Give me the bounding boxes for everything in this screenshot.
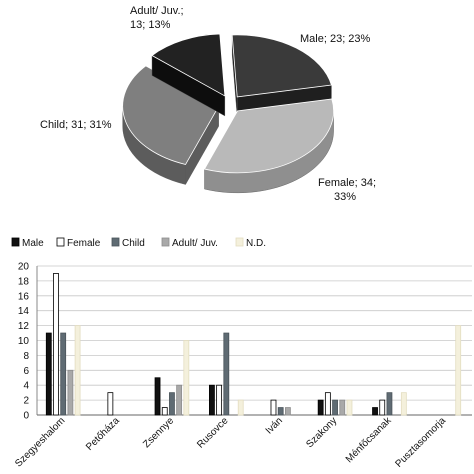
bar-group-menfocsanak — [372, 392, 407, 416]
bar-n-d — [400, 392, 407, 416]
bar-female — [216, 384, 223, 416]
bar-adult-juv — [284, 407, 291, 416]
bar-group-szegyeshalom — [45, 273, 81, 416]
bar-n-d — [455, 325, 462, 416]
bar-n-d — [183, 340, 190, 416]
y-tick-label: 2 — [23, 396, 29, 407]
pie-label-child: Child; 31; 31% — [40, 119, 112, 131]
legend-label: Female — [67, 238, 101, 249]
x-category-label: Iván — [264, 415, 285, 436]
bar-legend: Male Female Child Adult/ Juv. N.D. — [11, 237, 266, 249]
bar-chart: 0 2 4 6 8 10 12 14 16 18 20 Szegyeshalom Petőháza Zse… — [13, 262, 472, 470]
bar-group-zsennye — [154, 340, 190, 416]
legend-swatch — [161, 237, 170, 247]
bar-female — [161, 407, 168, 416]
pie-label-female: Female; 34; 33% — [318, 177, 376, 203]
legend-label: N.D. — [246, 238, 266, 249]
y-tick-label: 18 — [18, 276, 30, 287]
y-tick-label: 20 — [18, 262, 30, 273]
bar-male — [45, 332, 52, 416]
pie-label-line: Female; 34; — [318, 177, 376, 189]
pie-slice-top — [151, 33, 226, 97]
legend-label: Adult/ Juv. — [172, 238, 218, 249]
pie-chart: Male; 23; 23% Female; 34; 33% Child; 31; 31… — [40, 5, 376, 203]
legend-item-n-d: N.D. — [235, 237, 266, 249]
bar-group-szakony — [317, 392, 353, 416]
pie-label-line: Adult/ Juv.; — [130, 5, 184, 17]
bar-group-petohaza — [107, 392, 114, 416]
pie-label-male: Male; 23; 23% — [300, 33, 371, 45]
bar-female — [379, 399, 386, 416]
bar-group-rusovce — [209, 332, 244, 416]
y-tick-label: 6 — [23, 366, 29, 377]
bar-adult-juv — [339, 399, 346, 416]
bar-n-d — [346, 399, 353, 416]
legend-item-female: Female — [56, 237, 101, 249]
pie-slice-adult-juv — [151, 33, 226, 117]
bar-male — [317, 399, 324, 416]
legend-item-child: Child — [111, 237, 145, 249]
bar-n-d — [74, 325, 81, 416]
pie-label-line: 13; 13% — [130, 19, 171, 31]
bar-child — [60, 332, 67, 416]
x-category-label: Szegyeshalom — [13, 415, 67, 469]
legend-swatch — [235, 237, 244, 247]
legend-swatch — [11, 237, 20, 247]
legend-swatch — [111, 237, 120, 247]
x-category-label: Szakony — [304, 415, 339, 450]
pie-slice-child — [122, 65, 220, 186]
pie-slice-top — [203, 98, 334, 174]
bar-male — [209, 384, 215, 416]
bar-child — [386, 392, 393, 416]
y-tick-label: 4 — [23, 381, 29, 392]
y-tick-label: 10 — [18, 336, 30, 347]
y-tick-label: 16 — [18, 291, 30, 302]
bar-n-d — [237, 399, 244, 416]
x-category-label: Rusovce — [195, 415, 231, 451]
bar-group-ivan — [270, 399, 291, 416]
pie-label-adult-juv: Adult/ Juv.; 13; 13% — [130, 5, 184, 31]
bar-group-pusztasomorja — [455, 325, 462, 416]
legend-label: Male — [22, 238, 44, 249]
bar-child — [332, 399, 338, 416]
legend-item-adult-juv: Adult/ Juv. — [161, 237, 218, 249]
bar-male — [372, 407, 378, 416]
x-category-label: Pusztasomorja — [393, 415, 448, 470]
pie-label-line: 33% — [334, 191, 356, 203]
pie-label-line: Child; 31; 31% — [40, 119, 112, 131]
pie-label-line: Male; 23; 23% — [300, 33, 371, 45]
bar-child — [277, 407, 284, 416]
bar-female — [324, 392, 331, 416]
legend-label: Child — [122, 238, 145, 249]
legend-swatch — [56, 237, 65, 247]
legend-item-male: Male — [11, 237, 44, 249]
x-category-label: Ménfőcsanak — [344, 415, 395, 466]
x-category-label: Zsennye — [141, 415, 176, 450]
bar-female — [53, 273, 59, 416]
y-tick-label: 0 — [23, 411, 29, 422]
bar-female — [107, 392, 114, 416]
y-tick-label: 8 — [23, 351, 29, 362]
bar-child — [223, 332, 230, 416]
bar-male — [154, 377, 161, 416]
bar-adult-juv — [67, 369, 74, 416]
pie-slice-female — [203, 98, 334, 194]
bar-child — [169, 392, 175, 416]
pie-slice-top — [122, 65, 220, 165]
x-category-label: Petőháza — [84, 415, 122, 453]
y-tick-label: 12 — [18, 321, 30, 332]
bar-female — [270, 399, 277, 416]
y-tick-label: 14 — [18, 306, 30, 317]
pie-slice-top — [231, 34, 332, 98]
bar-adult-juv — [176, 384, 183, 416]
